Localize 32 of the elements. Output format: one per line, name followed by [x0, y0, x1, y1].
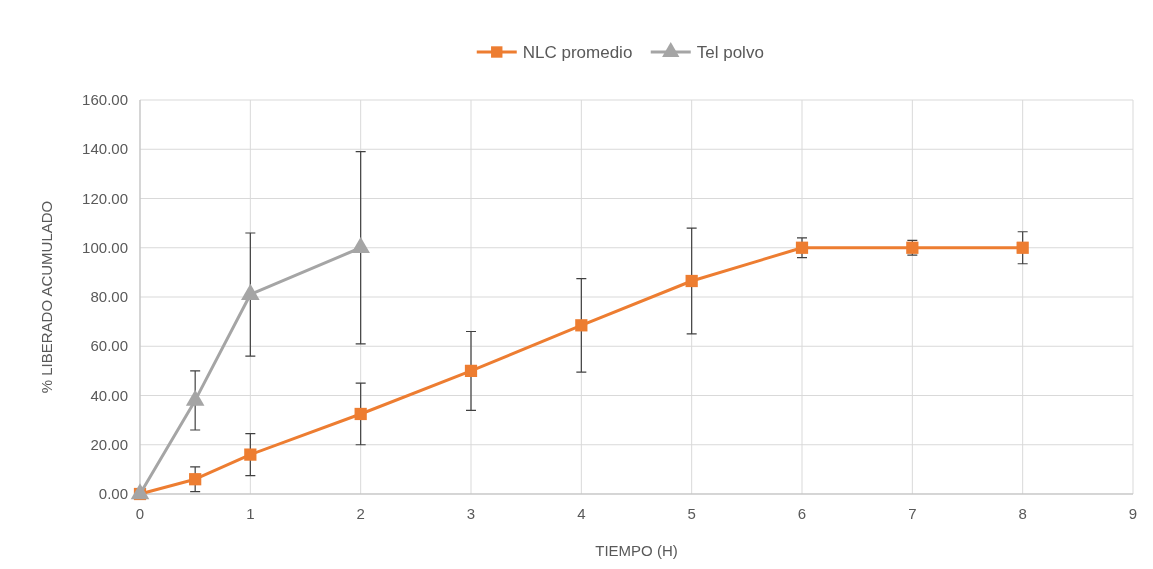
y-tick-label: 0.00 [98, 485, 128, 502]
point [189, 473, 202, 486]
x-tick-label: 6 [797, 505, 807, 522]
point [464, 364, 478, 377]
y-tick-label: 160.00 [82, 91, 128, 108]
x-tick-label: 7 [908, 505, 917, 522]
y-tick-label: 20.00 [90, 435, 128, 453]
point [575, 319, 588, 332]
y-tick-label: 40.00 [90, 386, 128, 404]
point [351, 237, 370, 254]
y-tick-label: 80.00 [90, 288, 128, 305]
legend-label: NLC promedio [522, 43, 633, 62]
y-axis-title: % LIBERADO ACUMULADO [38, 200, 55, 394]
y-tick-label: 140.00 [82, 140, 128, 158]
x-tick-label: 5 [687, 505, 696, 522]
point [685, 274, 698, 288]
point [795, 241, 809, 254]
legend-label: Tel polvo [696, 43, 764, 62]
x-tick-label: 1 [246, 505, 255, 522]
point [354, 407, 367, 421]
x-tick-label: 3 [466, 505, 476, 522]
x-tick-label: 2 [356, 505, 365, 522]
x-tick-label: 4 [577, 505, 586, 522]
y-tick-label: 120.00 [82, 189, 128, 207]
point [244, 448, 257, 461]
x-tick-label: 8 [1018, 505, 1027, 522]
x-tick-label: 0 [135, 505, 145, 522]
y-tick-label: 60.00 [90, 337, 128, 355]
x-tick-label: 9 [1128, 505, 1138, 522]
point [1016, 241, 1029, 254]
x-axis-title: TIEMPO (H) [595, 542, 678, 559]
y-tick-label: 100.00 [82, 238, 128, 256]
